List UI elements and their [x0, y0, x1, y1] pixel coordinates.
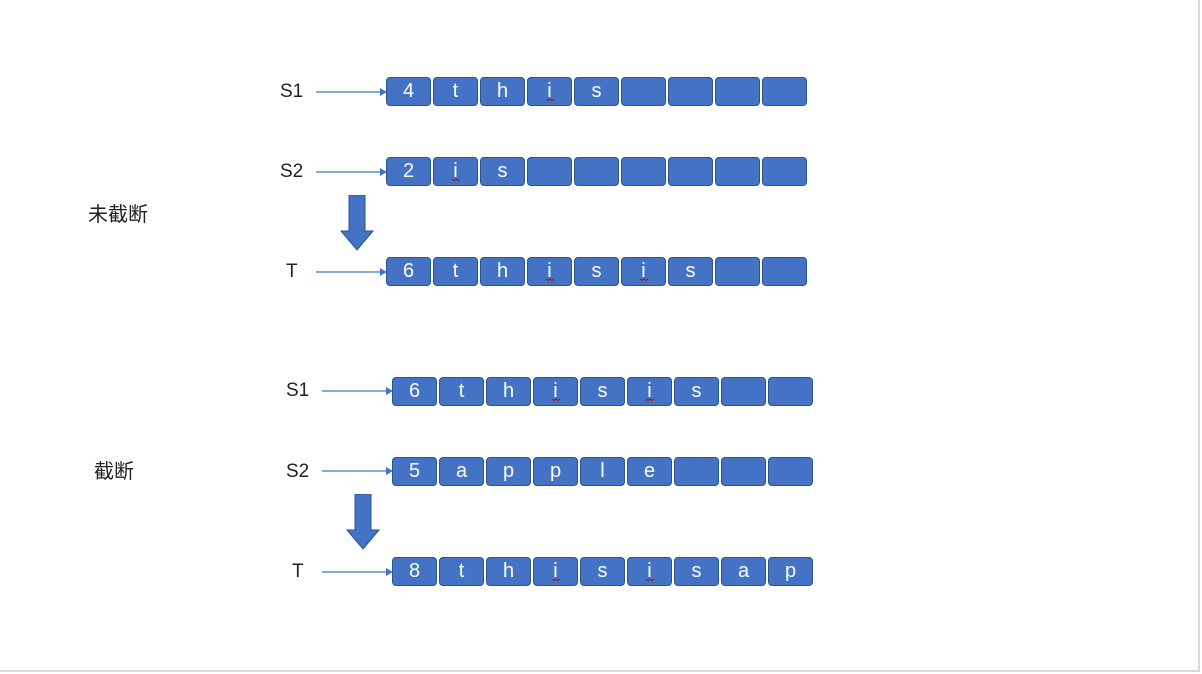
pointer-arrow — [316, 266, 388, 278]
cell: e — [627, 457, 672, 486]
empty-cell — [621, 157, 666, 186]
cell: h — [486, 557, 531, 586]
spellcheck-underline — [451, 178, 460, 181]
empty-cell — [768, 457, 813, 486]
empty-cell — [762, 157, 807, 186]
cell: 2 — [386, 157, 431, 186]
empty-cell — [768, 377, 813, 406]
spellcheck-underline — [545, 98, 554, 101]
cell: s — [580, 557, 625, 586]
empty-cell — [668, 77, 713, 106]
row-label-s2: S2 — [286, 461, 310, 482]
empty-cell — [574, 157, 619, 186]
down-arrow — [339, 194, 375, 255]
section-label-untruncated: 未截断 — [88, 202, 148, 226]
cell: s — [674, 377, 719, 406]
pointer-arrow — [322, 566, 394, 578]
cell: i — [533, 377, 578, 406]
cell: a — [439, 457, 484, 486]
cell: h — [480, 257, 525, 286]
cell: s — [580, 377, 625, 406]
down-arrow — [345, 493, 381, 554]
cell: 8 — [392, 557, 437, 586]
empty-cell — [721, 457, 766, 486]
cell: 5 — [392, 457, 437, 486]
cell: t — [439, 377, 484, 406]
cell: i — [627, 377, 672, 406]
cell: a — [721, 557, 766, 586]
empty-cell — [715, 77, 760, 106]
cell: h — [486, 377, 531, 406]
cell: t — [433, 257, 478, 286]
section-label-truncated: 截断 — [94, 459, 134, 483]
spellcheck-underline — [639, 278, 648, 281]
cell: 4 — [386, 77, 431, 106]
cell: i — [627, 557, 672, 586]
empty-cell — [674, 457, 719, 486]
empty-cell — [668, 157, 713, 186]
pointer-arrow — [322, 465, 394, 477]
empty-cell — [527, 157, 572, 186]
cell: 6 — [392, 377, 437, 406]
empty-cell — [715, 157, 760, 186]
cell: p — [486, 457, 531, 486]
pointer-arrow — [322, 385, 394, 397]
row-label-s1: S1 — [286, 380, 310, 401]
row-label-t: T — [292, 561, 304, 582]
pointer-arrow — [316, 166, 388, 178]
cell: s — [574, 257, 619, 286]
empty-cell — [762, 77, 807, 106]
row-label-t: T — [286, 261, 298, 282]
cell: i — [621, 257, 666, 286]
spellcheck-underline — [645, 578, 654, 581]
cell: s — [480, 157, 525, 186]
spellcheck-underline — [551, 578, 560, 581]
cell: s — [574, 77, 619, 106]
row-label-s1: S1 — [280, 81, 304, 102]
spellcheck-underline — [551, 398, 560, 401]
cell: t — [439, 557, 484, 586]
spellcheck-underline — [645, 398, 654, 401]
cell: p — [768, 557, 813, 586]
cell: p — [533, 457, 578, 486]
cell: 6 — [386, 257, 431, 286]
spellcheck-underline — [545, 278, 554, 281]
empty-cell — [715, 257, 760, 286]
cell: t — [433, 77, 478, 106]
cell: l — [580, 457, 625, 486]
pointer-arrow — [316, 86, 388, 98]
row-label-s2: S2 — [280, 161, 304, 182]
empty-cell — [721, 377, 766, 406]
cell: i — [527, 77, 572, 106]
cell: h — [480, 77, 525, 106]
cell: i — [533, 557, 578, 586]
empty-cell — [621, 77, 666, 106]
cell: i — [527, 257, 572, 286]
cell: s — [668, 257, 713, 286]
cell: i — [433, 157, 478, 186]
cell: s — [674, 557, 719, 586]
empty-cell — [762, 257, 807, 286]
